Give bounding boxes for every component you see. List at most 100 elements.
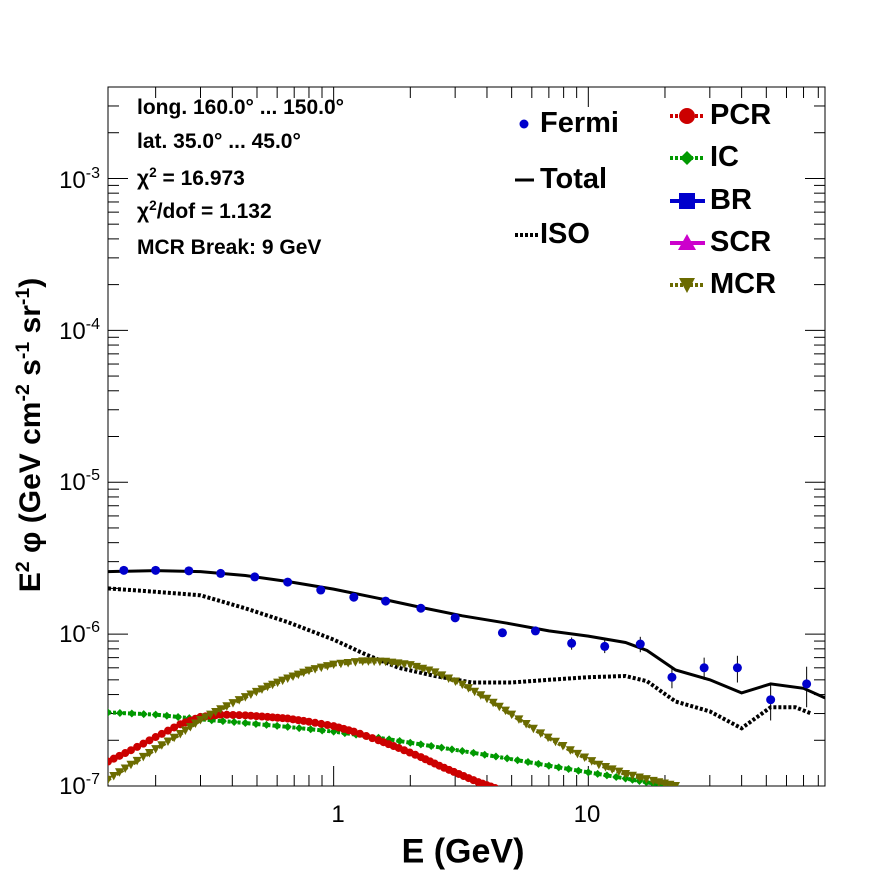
fermi-point: [416, 603, 426, 613]
fermi-point: [530, 626, 540, 636]
series-iso-line: [108, 586, 812, 731]
series-pcr-marker: [170, 723, 179, 732]
series-mcr-marker: [246, 690, 256, 700]
info-chi2: χ2 = 16.973: [137, 165, 245, 191]
series-mcr-marker: [500, 706, 510, 716]
series-mcr-marker: [482, 694, 492, 704]
y-tick-1e-3: 10-3: [59, 165, 100, 194]
series-mcr-marker: [444, 674, 454, 683]
chi2dof-value: /dof = 1.132: [156, 200, 272, 223]
series-ic-marker: [523, 758, 532, 767]
series-ic-marker: [406, 738, 415, 747]
series-mcr-marker: [185, 722, 195, 732]
chi2dof-exp: 2: [149, 198, 157, 213]
series-ic-marker: [108, 708, 112, 717]
x-tick-1: 1: [331, 801, 344, 828]
chi2dof-symbol: χ: [137, 200, 150, 223]
series-ic-marker: [139, 710, 148, 719]
series-mcr-marker: [430, 668, 440, 677]
series-mcr-marker: [594, 760, 604, 770]
y-label-cm-exp: -2: [12, 384, 34, 402]
series-mcr-marker: [304, 666, 314, 676]
series-pcr-marker: [145, 736, 154, 745]
y-label-e: E: [14, 572, 47, 593]
fermi-point: [381, 596, 391, 606]
series-mcr-marker: [363, 657, 373, 666]
info-latitude: lat. 35.0° ... 45.0°: [137, 130, 301, 153]
y-tick-1e-5: 10-5: [59, 467, 100, 496]
legend-label-iso: ISO: [540, 218, 590, 250]
y-label-sr-exp: -1: [12, 287, 34, 306]
series-mcr-marker: [240, 693, 250, 702]
fermi-point: [497, 628, 507, 638]
series-pcr-marker: [304, 717, 313, 726]
series-pcr-line: [108, 712, 496, 786]
series-pcr-marker: [311, 718, 320, 727]
series-mcr-marker: [329, 660, 339, 670]
series-mcr-marker: [201, 713, 211, 722]
legend-label-br: BR: [710, 184, 752, 216]
legend-label-pcr: PCR: [710, 99, 772, 131]
series-ic-marker: [174, 712, 183, 721]
x-axis-label: E (GeV): [401, 832, 525, 871]
series-mcr-marker: [138, 752, 148, 762]
series-mcr-marker: [257, 685, 267, 694]
fermi-point: [635, 639, 645, 649]
series-mcr-marker: [109, 771, 119, 781]
series-mcr-marker: [536, 729, 546, 738]
y-label-sr: sr: [14, 305, 47, 342]
axis-ticks: [108, 86, 825, 787]
series-mcr-marker: [157, 741, 167, 750]
series-pcr-marker: [228, 710, 237, 719]
series-mcr-marker: [180, 726, 190, 735]
series-total-line: [108, 569, 825, 700]
series-mcr-marker: [450, 677, 460, 687]
info-chi2-dof: χ2/dof = 1.132: [137, 198, 272, 224]
series-mcr-marker: [216, 705, 226, 714]
x-tick-10: 10: [574, 801, 601, 828]
series-ic-marker: [306, 725, 315, 734]
series-mcr-marker: [169, 733, 179, 743]
legend-mcr-marker: [679, 278, 695, 293]
series-pcr-marker: [133, 742, 142, 751]
fermi-point: [349, 592, 359, 602]
legend-fermi-marker: [519, 119, 529, 129]
series-pcr-marker: [362, 731, 371, 740]
series-ic-marker: [503, 754, 512, 763]
y-label-e-exp: 2: [12, 561, 34, 573]
series-mcr-marker: [283, 674, 293, 684]
series-ic-marker: [318, 726, 327, 735]
series-ic-marker: [416, 740, 425, 749]
series-pcr-marker: [491, 784, 499, 786]
fermi-point: [184, 566, 194, 576]
fermi-point: [316, 585, 326, 595]
series-mcr-marker: [263, 682, 273, 692]
y-tick-1e-6: 10-6: [59, 619, 100, 648]
series-ic-marker: [251, 719, 260, 728]
series-mcr-marker: [108, 775, 113, 785]
series-mcr-marker: [543, 733, 553, 743]
y-label-s: s: [14, 359, 47, 385]
series-mcr-marker: [278, 676, 288, 686]
series-mcr-marker: [381, 657, 391, 667]
series-mcr-marker: [163, 737, 173, 747]
series-ic-marker: [544, 761, 553, 770]
legend-ic-marker: [680, 151, 694, 165]
y-tick-1e-7: 10-7: [59, 771, 100, 800]
series-mcr-marker: [580, 753, 590, 762]
series-ic-marker: [612, 772, 621, 781]
series-mcr-marker: [521, 720, 531, 729]
series-ic-marker: [230, 718, 239, 727]
series-ic-line: [108, 710, 676, 786]
series-mcr-marker: [322, 662, 332, 671]
series-ic-marker: [127, 709, 136, 718]
series-pcr-marker: [355, 729, 364, 738]
series-mcr-marker: [358, 657, 368, 666]
series-mcr-marker: [190, 719, 200, 728]
fermi-point: [667, 672, 677, 682]
series-mcr-marker: [528, 724, 538, 734]
fermi-point: [119, 565, 129, 575]
series-mcr-marker: [114, 768, 124, 777]
series-ic-marker: [273, 721, 282, 730]
series-ic-marker: [218, 717, 227, 726]
